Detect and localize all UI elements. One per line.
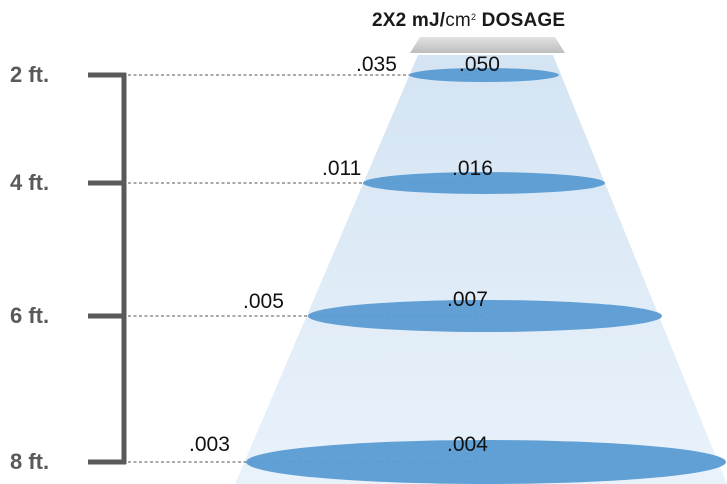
dose-ellipse-2ft [409,68,559,82]
lamp-fixture [410,37,565,53]
title-superscript: 2 [470,12,477,22]
dose-ellipse-4ft [363,172,605,194]
center-dose-6ft: .007 [447,288,488,311]
center-dose-8ft: .004 [447,433,488,456]
distance-label-2ft: 2 ft. [10,62,50,87]
outer-dose-2ft: .035 [356,53,397,76]
dose-ellipse-6ft [308,300,662,332]
title-suffix: DOSAGE [481,10,566,31]
dose-ellipse-8ft [246,440,726,484]
distance-bracket [88,72,127,465]
distance-label-4ft: 4 ft. [10,170,50,195]
title-prefix: 2X2 mJ/ [372,10,446,31]
distance-label-8ft: 8 ft. [10,449,50,474]
light-beam [235,55,727,484]
outer-dose-4ft: .011 [322,157,362,180]
center-dose-2ft: .050 [459,53,500,76]
center-dose-4ft: .016 [452,157,493,180]
title-unit: cm [445,10,471,31]
outer-dose-6ft: .005 [243,290,284,313]
outer-dose-8ft: .003 [189,433,230,456]
diagram-title: 2X2 mJ/cm2 DOSAGE [372,10,565,32]
distance-label-6ft: 6 ft. [10,303,50,328]
